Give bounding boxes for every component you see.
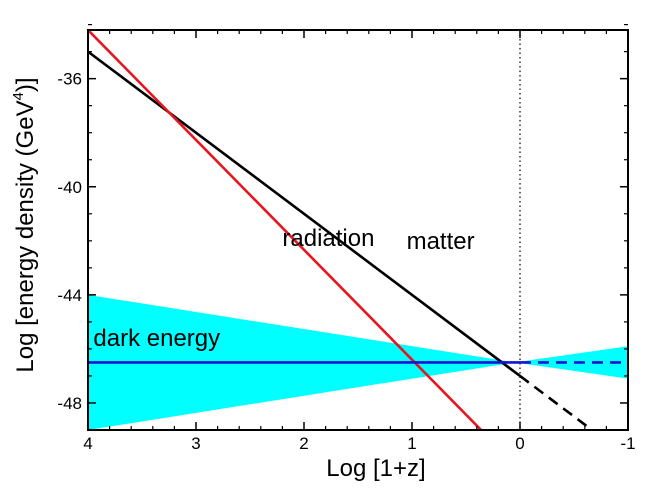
x-tick-label: 1 <box>407 434 416 453</box>
x-tick-label: -1 <box>620 434 635 453</box>
y-axis-title: Log [energy density (GeV4)] <box>10 77 39 372</box>
x-tick-label: 0 <box>515 434 524 453</box>
x-axis-title: Log [1+z] <box>326 455 425 482</box>
radiation-label: radiation <box>282 225 374 252</box>
matter-future-line <box>519 374 591 430</box>
dark-energy-label: dark energy <box>93 325 220 352</box>
plot-frame <box>87 29 629 431</box>
matter-label: matter <box>407 228 475 255</box>
y-tick-label: -36 <box>57 70 82 89</box>
y-axis-title-prefix: Log [energy density (GeV <box>12 100 39 372</box>
y-axis-title-superscript: 4 <box>10 92 27 100</box>
matter-line <box>88 50 521 377</box>
x-tick-label: 3 <box>191 434 200 453</box>
y-tick-label: -40 <box>57 178 82 197</box>
y-tick-label: -48 <box>57 394 82 413</box>
x-tick-label: 4 <box>83 434 92 453</box>
x-tick-label: 2 <box>299 434 308 453</box>
y-axis-title-suffix: )] <box>12 77 39 92</box>
y-tick-label: -44 <box>57 286 82 305</box>
